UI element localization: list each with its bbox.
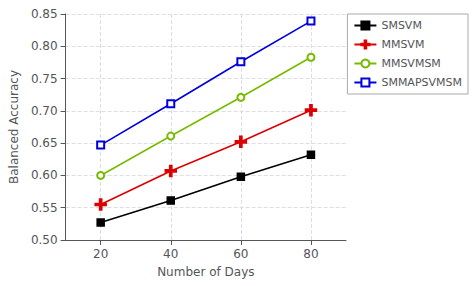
svg-text:SMSVM: SMSVM bbox=[381, 19, 421, 32]
svg-text:0.50: 0.50 bbox=[31, 233, 58, 247]
svg-text:0.80: 0.80 bbox=[31, 39, 58, 53]
svg-text:Number of Days: Number of Days bbox=[157, 265, 254, 279]
svg-text:Balanced Accuracy: Balanced Accuracy bbox=[7, 70, 21, 184]
svg-text:0.85: 0.85 bbox=[31, 7, 58, 21]
svg-text:MMSVMSM: MMSVMSM bbox=[381, 57, 440, 70]
svg-text:80: 80 bbox=[303, 247, 318, 261]
svg-text:0.60: 0.60 bbox=[31, 168, 58, 182]
svg-text:60: 60 bbox=[233, 247, 248, 261]
svg-text:0.70: 0.70 bbox=[31, 104, 58, 118]
svg-text:0.75: 0.75 bbox=[31, 72, 58, 86]
svg-text:MMSVM: MMSVM bbox=[381, 38, 424, 51]
svg-text:40: 40 bbox=[163, 247, 178, 261]
svg-text:0.55: 0.55 bbox=[31, 201, 58, 215]
svg-text:0.65: 0.65 bbox=[31, 136, 58, 150]
svg-text:SMMAPSVMSM: SMMAPSVMSM bbox=[381, 76, 462, 89]
svg-text:20: 20 bbox=[93, 247, 108, 261]
